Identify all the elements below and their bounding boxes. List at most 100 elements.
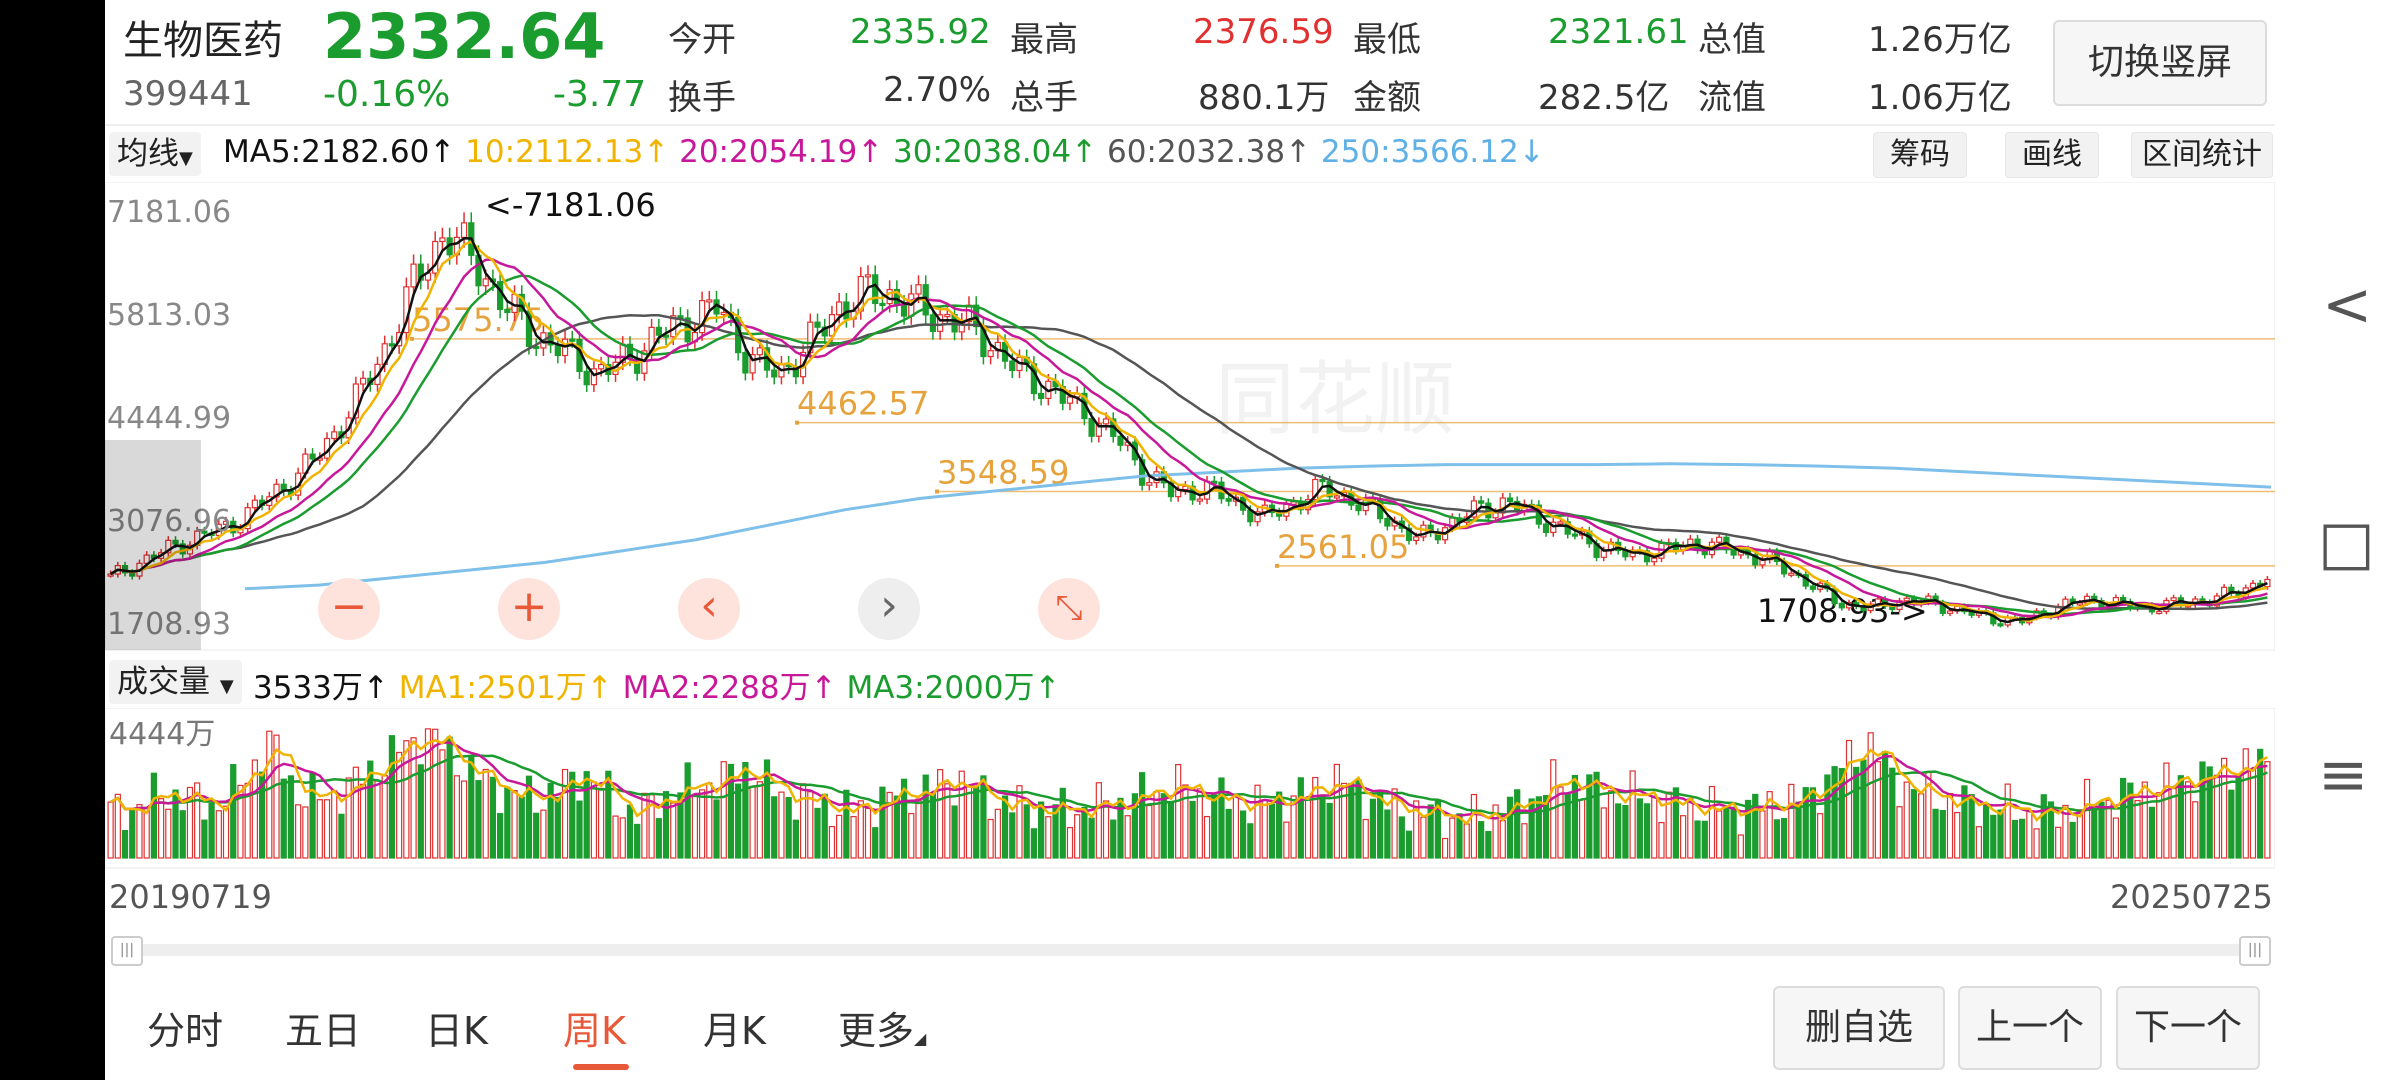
candle-body bbox=[597, 363, 605, 370]
price-annotation: 4462.57 bbox=[797, 385, 929, 423]
price-annotation: 1708.93-> bbox=[1757, 592, 1928, 630]
volume-bar bbox=[612, 815, 619, 859]
volume-bar bbox=[1420, 816, 1427, 859]
volume-bar bbox=[1276, 791, 1283, 859]
tab-daily-k[interactable]: 日K bbox=[425, 1009, 488, 1053]
volume-chart[interactable]: 4444万 bbox=[105, 708, 2275, 870]
volume-bar bbox=[1824, 774, 1831, 859]
volume-bar bbox=[2170, 787, 2177, 859]
scroll-right-button[interactable]: › bbox=[858, 578, 920, 640]
range-slider-left-handle[interactable]: ||| bbox=[111, 936, 143, 966]
tab-weekly-k[interactable]: 周K bbox=[563, 1009, 626, 1053]
ma10-value: 10:2112.13 bbox=[465, 134, 644, 170]
candle-body bbox=[1009, 360, 1016, 372]
amount-value: 282.5亿 bbox=[1538, 78, 1670, 118]
reset-zoom-button[interactable]: ⤡ bbox=[1038, 578, 1100, 640]
volume-bar bbox=[1182, 784, 1189, 859]
volume-bar bbox=[201, 819, 208, 859]
zoom-in-button[interactable]: + bbox=[498, 578, 560, 640]
candle-body bbox=[1146, 482, 1153, 486]
volume-bar bbox=[1059, 787, 1066, 859]
volume-bar bbox=[908, 812, 915, 859]
volume-bar bbox=[1088, 817, 1095, 859]
volume-bar bbox=[1593, 771, 1600, 859]
tab-five-day[interactable]: 五日 bbox=[285, 1009, 362, 1053]
volume-bar bbox=[1615, 803, 1622, 859]
volume-bar bbox=[1687, 798, 1694, 859]
volume-bar bbox=[1802, 787, 1809, 859]
candlestick-chart[interactable]: 同花顺 <-7181.065575.754462.573548.592561.0… bbox=[105, 182, 2275, 652]
remove-favorite-button[interactable]: 删自选 bbox=[1773, 986, 1945, 1070]
candle-body bbox=[1470, 500, 1478, 518]
volume-bar bbox=[1744, 799, 1752, 859]
switch-portrait-button[interactable]: 切换竖屏 bbox=[2053, 20, 2267, 106]
volume-bar bbox=[2257, 748, 2264, 859]
tab-monthly-k[interactable]: 月K bbox=[703, 1009, 766, 1053]
volume-bar bbox=[266, 730, 273, 859]
volume-bar bbox=[172, 789, 179, 859]
volume-bar bbox=[864, 807, 872, 859]
volume-bar bbox=[1160, 793, 1167, 859]
candle-body bbox=[879, 302, 886, 307]
volume-bar bbox=[720, 761, 727, 859]
chip-button[interactable]: 筹码 bbox=[1873, 132, 1967, 178]
next-button[interactable]: 下一个 bbox=[2116, 986, 2260, 1070]
volume-bar bbox=[1449, 817, 1456, 859]
volume-bar bbox=[2206, 766, 2213, 859]
app-screen: 生物医药 399441 2332.64 -0.16% -3.77 今开 2335… bbox=[105, 0, 2400, 1080]
volume-bar bbox=[2055, 826, 2062, 859]
candle-body bbox=[836, 301, 843, 316]
candle-body bbox=[655, 326, 662, 336]
volume-dropdown[interactable]: 成交量 ▼ bbox=[109, 660, 242, 704]
total-hands-label: 总手 bbox=[1010, 78, 1078, 118]
volume-bar bbox=[121, 830, 129, 859]
volume-bar bbox=[626, 804, 634, 859]
range-slider-right-handle[interactable]: ||| bbox=[2239, 936, 2271, 966]
volume-bar bbox=[1730, 806, 1737, 859]
home-nav-icon[interactable]: □ bbox=[2318, 508, 2375, 578]
scroll-left-button[interactable]: ‹ bbox=[678, 578, 740, 640]
volume-bar bbox=[302, 806, 309, 859]
candle-body bbox=[1997, 623, 2004, 627]
previous-button[interactable]: 上一个 bbox=[1958, 986, 2102, 1070]
candle-body bbox=[497, 281, 504, 311]
back-nav-icon[interactable]: < bbox=[2322, 270, 2373, 340]
volume-bar bbox=[1622, 804, 1629, 859]
volume-bar bbox=[583, 771, 590, 859]
ma-dropdown[interactable]: 均线▼ bbox=[109, 132, 201, 176]
volume-bar bbox=[1658, 822, 1665, 859]
range-stats-button[interactable]: 区间统计 bbox=[2131, 132, 2273, 178]
volume-bar bbox=[951, 805, 958, 859]
tab-intraday[interactable]: 分时 bbox=[147, 1009, 224, 1053]
menu-nav-icon[interactable]: ≡ bbox=[2318, 740, 2369, 810]
candle-body bbox=[331, 431, 338, 440]
zoom-out-button[interactable]: − bbox=[318, 578, 380, 640]
candle-body bbox=[698, 299, 706, 334]
volume-bar bbox=[1946, 792, 1954, 859]
price-tick-label: 1708.93 bbox=[107, 607, 231, 642]
volume-bar bbox=[2011, 819, 2019, 859]
volume-bar bbox=[511, 789, 518, 859]
price-annotation: 2561.05 bbox=[1277, 528, 1409, 566]
candle-body bbox=[1478, 500, 1485, 504]
volume-bar bbox=[222, 805, 230, 859]
candle-body bbox=[482, 278, 489, 287]
candle-body bbox=[1355, 504, 1362, 512]
draw-button[interactable]: 画线 bbox=[2005, 132, 2099, 178]
ma30-line bbox=[109, 274, 2268, 616]
volume-bar bbox=[381, 774, 388, 859]
volume-bar bbox=[994, 808, 1001, 859]
volume-bar bbox=[1124, 815, 1131, 859]
range-slider-track[interactable] bbox=[111, 944, 2271, 956]
tab-more[interactable]: 更多◢ bbox=[838, 1000, 926, 1055]
volume-bar bbox=[258, 771, 266, 859]
candle-body bbox=[1095, 423, 1102, 437]
volume-bar bbox=[1066, 827, 1074, 859]
range-handle[interactable] bbox=[105, 440, 201, 650]
ma250-arrow: ↓ bbox=[1518, 134, 1545, 170]
high-label: 最高 bbox=[1010, 20, 1078, 60]
volume-ma1-arrow: ↑ bbox=[586, 670, 613, 706]
volume-bar bbox=[1052, 804, 1059, 859]
volume-bar bbox=[1196, 788, 1203, 859]
volume-bar bbox=[194, 782, 201, 859]
